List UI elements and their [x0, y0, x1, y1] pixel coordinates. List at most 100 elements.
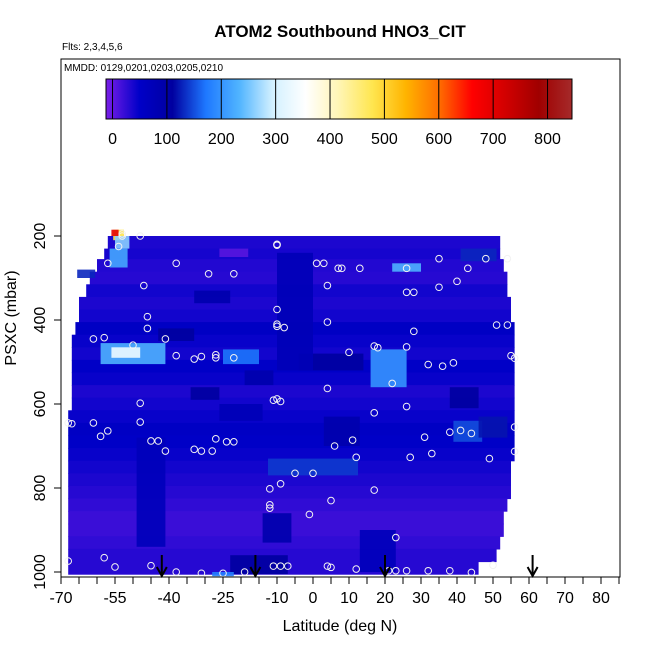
sample-point [388, 379, 397, 388]
sample-point [212, 354, 220, 362]
sample-point [510, 423, 519, 431]
sample-point [212, 435, 220, 443]
y-axis: 200 400 600 800 1000 [32, 223, 61, 590]
sample-point [503, 254, 512, 263]
sample-point [147, 561, 155, 570]
y-tick-label: 400 [32, 307, 49, 334]
sample-point [312, 259, 321, 268]
sample-point [89, 419, 98, 427]
x-tick-label: -25 [211, 590, 234, 607]
sample-point [356, 264, 364, 273]
sample-point [323, 562, 332, 570]
sample-point [161, 335, 170, 343]
sample-point [428, 449, 436, 458]
sample-point [190, 355, 198, 363]
sample-point [323, 281, 332, 290]
sample-point [190, 445, 198, 454]
x-tick-label: 80 [592, 590, 610, 607]
sample-point [89, 335, 98, 343]
heatmap-feature [244, 370, 274, 386]
colorbar-tick-label: 600 [425, 131, 452, 148]
heatmap-row [68, 435, 515, 449]
chart-title: ATOM2 Southbound HNO3_CIT [214, 22, 466, 41]
colorbar [105, 78, 573, 120]
x-tick-label: 60 [520, 590, 538, 607]
sample-point [309, 469, 317, 478]
sample-point [118, 232, 126, 240]
x-tick-label: 70 [556, 590, 574, 607]
sample-point [136, 232, 144, 240]
sample-point [438, 362, 447, 371]
heatmap-feature [109, 248, 128, 268]
sample-point [320, 259, 328, 268]
heatmap-row [68, 485, 511, 500]
sample-point [449, 359, 458, 367]
sample-point [269, 562, 278, 570]
sample-point [111, 563, 119, 571]
sample-point [334, 264, 343, 273]
sample-point [345, 348, 353, 357]
sample-point [212, 351, 220, 359]
heatmap-feature [277, 252, 313, 371]
x-tick-label: 10 [340, 590, 358, 607]
heatmap-feature [111, 347, 141, 358]
sample-point [330, 442, 339, 450]
sample-point [305, 510, 314, 519]
sample-point [64, 557, 72, 565]
heatmap-feature [268, 458, 358, 476]
sample-point [266, 504, 274, 512]
sample-point [323, 384, 332, 393]
sample-point [230, 270, 238, 278]
sample-point [370, 409, 379, 417]
sample-point [64, 419, 72, 427]
sample-point [338, 264, 346, 273]
sample-point [276, 397, 285, 406]
sample-point [136, 399, 144, 407]
sample-point [424, 566, 433, 575]
sample-point [348, 436, 357, 444]
sample-point [485, 454, 494, 463]
sample-point [197, 352, 206, 361]
x-tick-label: -55 [103, 590, 126, 607]
heatmap-feature [392, 263, 421, 272]
sample-point [402, 402, 411, 411]
sample-point [392, 533, 400, 542]
sample-point [204, 270, 213, 278]
colorbar-ticks: 0 100 200 300 400 500 600 700 800 [108, 79, 561, 148]
sample-point [230, 354, 238, 362]
heatmap-feature [298, 353, 364, 371]
flight-arrow-head [155, 566, 168, 579]
heatmap-row [68, 473, 511, 487]
sample-point [100, 333, 108, 342]
sample-point [266, 501, 274, 509]
heatmap-row [71, 397, 515, 411]
sample-point [273, 320, 281, 329]
sample-point [273, 322, 281, 331]
heatmap-row [107, 236, 501, 250]
dates-annotation: MMDD: 0129,0201,0203,0205,0210 [64, 63, 223, 74]
sample-point [327, 563, 335, 572]
sample-point [410, 327, 418, 336]
flights-annotation: Flts: 2,3,4,5,6 [62, 42, 123, 53]
heatmap-feature [77, 269, 96, 278]
sample-point [269, 396, 278, 405]
sample-point [435, 254, 443, 263]
sample-point [100, 553, 108, 562]
colorbar-tick-label: 200 [208, 131, 235, 148]
heatmap-cells [68, 229, 515, 577]
sample-point [503, 321, 512, 329]
sample-point [435, 283, 443, 292]
y-tick-label: 200 [32, 223, 49, 250]
sample-point [489, 561, 497, 570]
sample-point [240, 568, 249, 576]
colorbar-tick-label: 500 [371, 131, 398, 148]
sample-point [464, 264, 472, 273]
x-tick-label: 0 [309, 590, 318, 607]
sample-point [284, 562, 292, 570]
sample-point [402, 264, 411, 273]
sample-point [352, 565, 361, 573]
x-tick-label: -40 [157, 590, 180, 607]
sample-point [406, 453, 415, 462]
heatmap-feature [219, 404, 263, 421]
sample-point [392, 566, 400, 575]
